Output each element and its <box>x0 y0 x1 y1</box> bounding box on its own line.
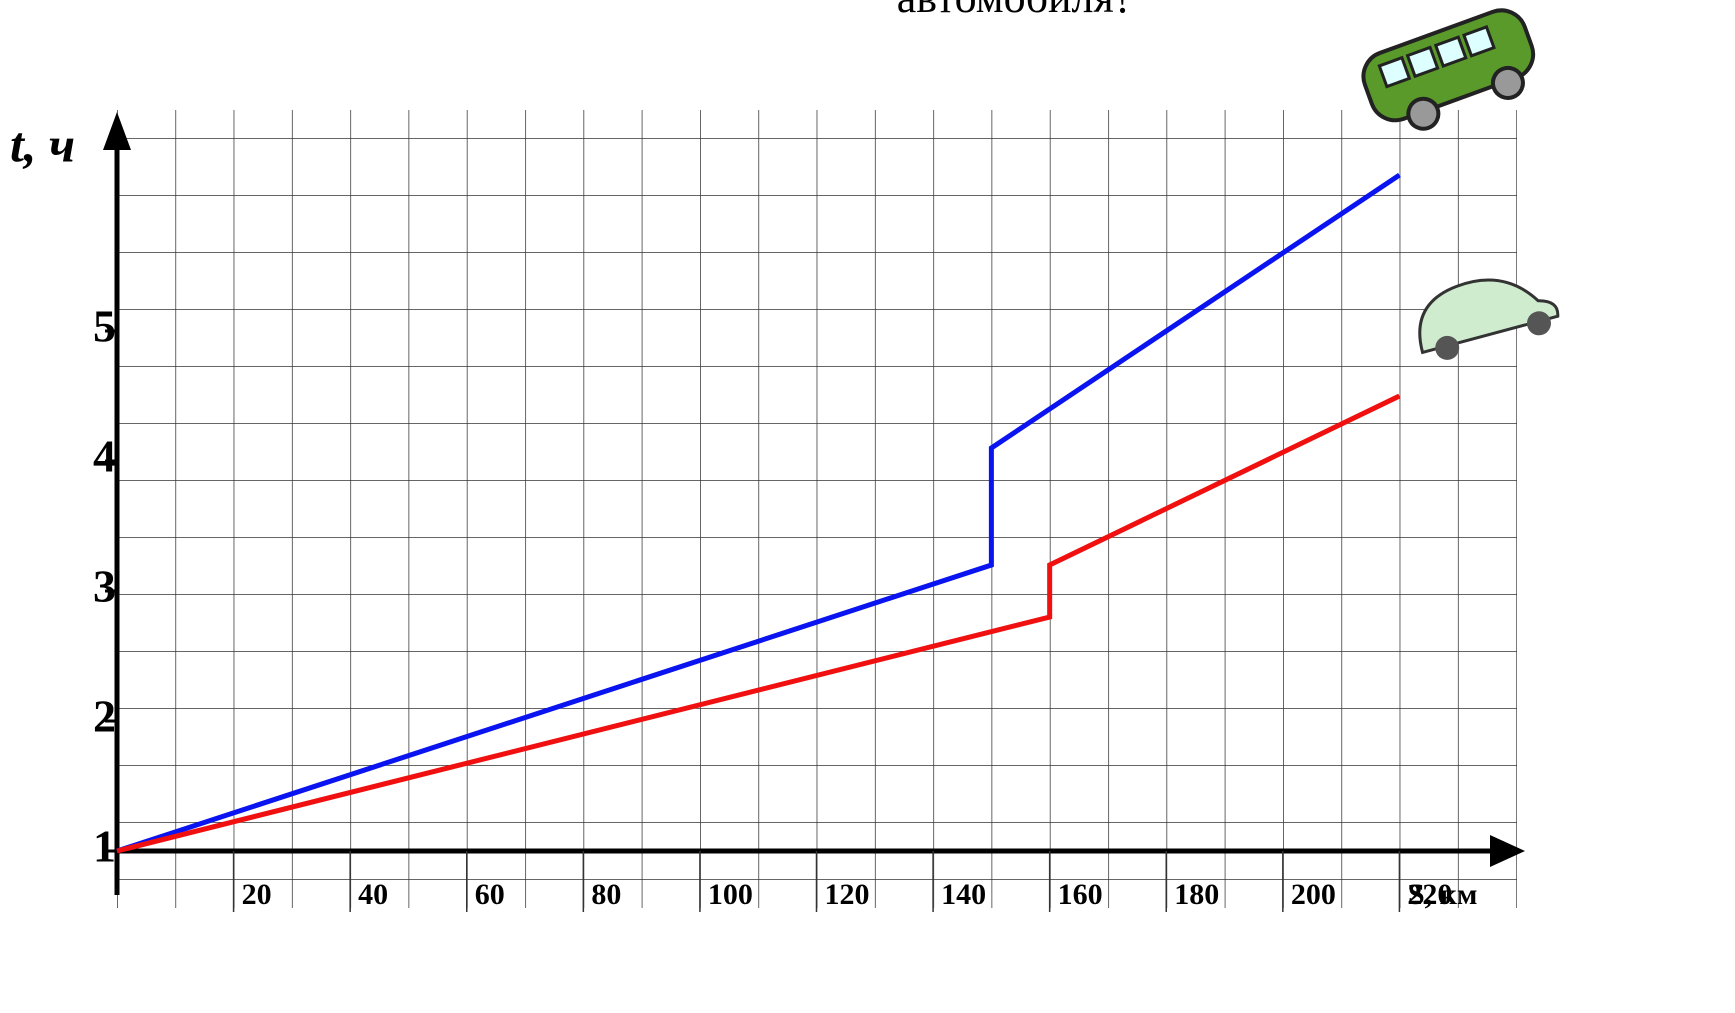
x-tick-label: 80 <box>591 878 621 911</box>
y-tick-label: 2 <box>93 691 116 742</box>
y-tick-label: 1 <box>93 821 116 872</box>
x-tick-label: 220 <box>1407 878 1452 911</box>
x-tick-label: 200 <box>1291 878 1336 911</box>
y-tick-label: 4 <box>93 431 116 482</box>
y-tick-label: 3 <box>93 561 116 612</box>
chart-title: автомобиля? <box>897 0 1134 22</box>
x-tick-label: 140 <box>941 878 986 911</box>
x-tick-label: 120 <box>825 878 870 911</box>
x-tick-label: 60 <box>475 878 505 911</box>
x-tick-label: 20 <box>242 878 272 911</box>
x-tick-label: 160 <box>1058 878 1103 911</box>
x-tick-label: 100 <box>708 878 753 911</box>
chart: автомобиля? t, ч S, км 20406080100120140… <box>0 0 1735 1013</box>
x-tick-label: 180 <box>1174 878 1219 911</box>
y-axis-label: t, ч <box>10 116 75 172</box>
grid <box>117 110 1517 908</box>
x-tick-label: 40 <box>358 878 388 911</box>
y-tick-label: 5 <box>93 301 116 352</box>
